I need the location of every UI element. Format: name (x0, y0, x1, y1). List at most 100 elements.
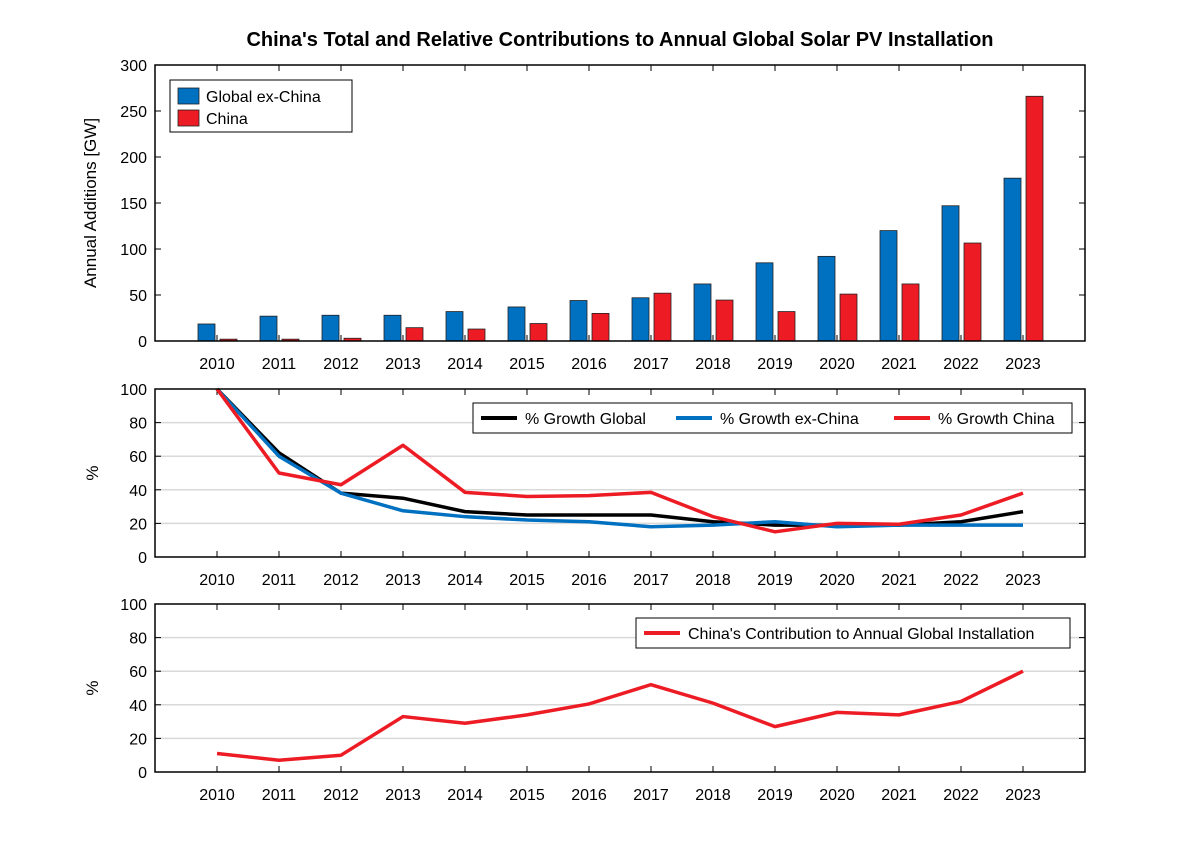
legend: % Growth Global % Growth ex-China % Growth… (472, 402, 1073, 434)
y-tick-label: 100 (120, 382, 147, 399)
y-axis-label: Annual Additions [GW] (81, 118, 100, 288)
legend-label: China's Contribution to Annual Global In… (688, 626, 1034, 643)
y-tick-label: 40 (129, 483, 147, 500)
x-tick-label: 2017 (633, 356, 669, 373)
y-tick-label: 150 (120, 196, 147, 213)
x-tick-label: 2013 (385, 787, 421, 804)
bar-global-ex-china-2012 (321, 314, 340, 342)
x-tick-label: 2011 (262, 572, 297, 589)
legend-label: % Growth ex-China (720, 411, 859, 428)
x-tick-label: 2018 (695, 572, 731, 589)
x-tick-label: 2015 (509, 356, 545, 373)
x-tick-label: 2016 (571, 787, 607, 804)
bar-china-2020 (839, 293, 858, 342)
x-tick-label: 2012 (323, 356, 359, 373)
x-tick-label: 2016 (571, 356, 607, 373)
x-tick-label: 2014 (447, 787, 483, 804)
x-tick-label: 2019 (757, 572, 793, 589)
x-tick-label: 2022 (943, 787, 979, 804)
bar-global-ex-china-2017 (631, 297, 650, 342)
legend-box (635, 617, 1071, 649)
x-tick-label: 2023 (1005, 356, 1041, 373)
y-tick-label: 0 (138, 550, 147, 567)
bar-china-2021 (901, 283, 920, 342)
y-tick-label: 20 (129, 516, 147, 533)
x-tick-label: 2021 (881, 572, 917, 589)
bar-china-2017 (653, 292, 672, 342)
bar-global-ex-china-2015 (507, 306, 526, 342)
x-tick-label: 2023 (1005, 572, 1041, 589)
bar-global-ex-china-2019 (755, 262, 774, 342)
legend-box (472, 402, 1073, 434)
x-tick-label: 2011 (262, 787, 297, 804)
bar-global-ex-china-2023 (1003, 177, 1022, 342)
legend-label: % Growth Global (525, 411, 646, 428)
bar-global-ex-china-2021 (879, 230, 898, 342)
legend-box (169, 79, 353, 133)
y-tick-label: 20 (129, 731, 147, 748)
x-tick-label: 2018 (695, 787, 731, 804)
legend-swatch (177, 109, 200, 127)
bar-global-ex-china-2022 (941, 205, 960, 342)
y-axis-label: % (83, 680, 102, 695)
x-tick-label: 2020 (819, 356, 855, 373)
bar-china-2013 (405, 327, 424, 342)
x-tick-label: 2020 (819, 787, 855, 804)
legend-label: China (206, 111, 248, 128)
bar-china-2022 (963, 242, 982, 342)
y-tick-label: 50 (129, 288, 147, 305)
x-tick-label: 2010 (199, 572, 235, 589)
x-tick-label: 2013 (385, 356, 421, 373)
x-tick-label: 2022 (943, 356, 979, 373)
x-tick-label: 2010 (199, 356, 235, 373)
line-china-s-contribution-to-annual-global-installation (216, 669, 1024, 762)
bar-china-2023 (1025, 95, 1044, 342)
x-tick-label: 2021 (881, 356, 917, 373)
y-tick-label: 200 (120, 150, 147, 167)
y-tick-label: 250 (120, 104, 147, 121)
y-tick-label: 40 (129, 698, 147, 715)
y-tick-label: 100 (120, 242, 147, 259)
y-tick-label: 60 (129, 664, 147, 681)
x-tick-label: 2018 (695, 356, 731, 373)
x-tick-label: 2010 (199, 787, 235, 804)
x-tick-label: 2020 (819, 572, 855, 589)
y-tick-label: 80 (129, 416, 147, 433)
x-tick-label: 2019 (757, 356, 793, 373)
panel-2: 0 20 40 60 80 100 2010 2011 2012 2013 2014 2015 2016… (83, 382, 1086, 589)
line--growth-china (215, 387, 1024, 534)
bar-china-2015 (529, 323, 548, 342)
y-tick-label: 80 (129, 631, 147, 648)
bar-global-ex-china-2013 (383, 314, 402, 342)
panel-1: 0 50 100 150 200 250 300 2010 2011 2012 2013 2014 20… (81, 58, 1086, 373)
x-tick-label: 2017 (633, 572, 669, 589)
bar-global-ex-china-2016 (569, 300, 588, 342)
bar-china-2019 (777, 311, 796, 342)
y-tick-label: 300 (120, 58, 147, 75)
legend-swatch (177, 87, 200, 105)
x-tick-label: 2023 (1005, 787, 1041, 804)
legend: Global ex-China China (169, 79, 353, 133)
x-tick-label: 2011 (262, 356, 297, 373)
x-tick-label: 2021 (881, 787, 917, 804)
x-tick-label: 2014 (447, 572, 483, 589)
y-axis-label: % (83, 465, 102, 480)
x-tick-label: 2016 (571, 572, 607, 589)
x-tick-label: 2015 (509, 787, 545, 804)
x-tick-label: 2014 (447, 356, 483, 373)
x-tick-label: 2017 (633, 787, 669, 804)
bar-global-ex-china-2020 (817, 255, 836, 342)
bar-global-ex-china-2018 (693, 283, 712, 342)
y-tick-label: 100 (120, 597, 147, 614)
x-tick-label: 2019 (757, 787, 793, 804)
axes-frame (154, 603, 1086, 773)
y-tick-label: 0 (138, 334, 147, 351)
bar-global-ex-china-2010 (197, 323, 216, 342)
bar-china-2014 (467, 328, 486, 342)
bar-global-ex-china-2014 (445, 311, 464, 342)
chart-title: China's Total and Relative Contributions… (246, 29, 993, 51)
x-tick-label: 2012 (323, 787, 359, 804)
bar-global-ex-china-2011 (259, 315, 278, 342)
bar-china-2018 (715, 299, 734, 342)
